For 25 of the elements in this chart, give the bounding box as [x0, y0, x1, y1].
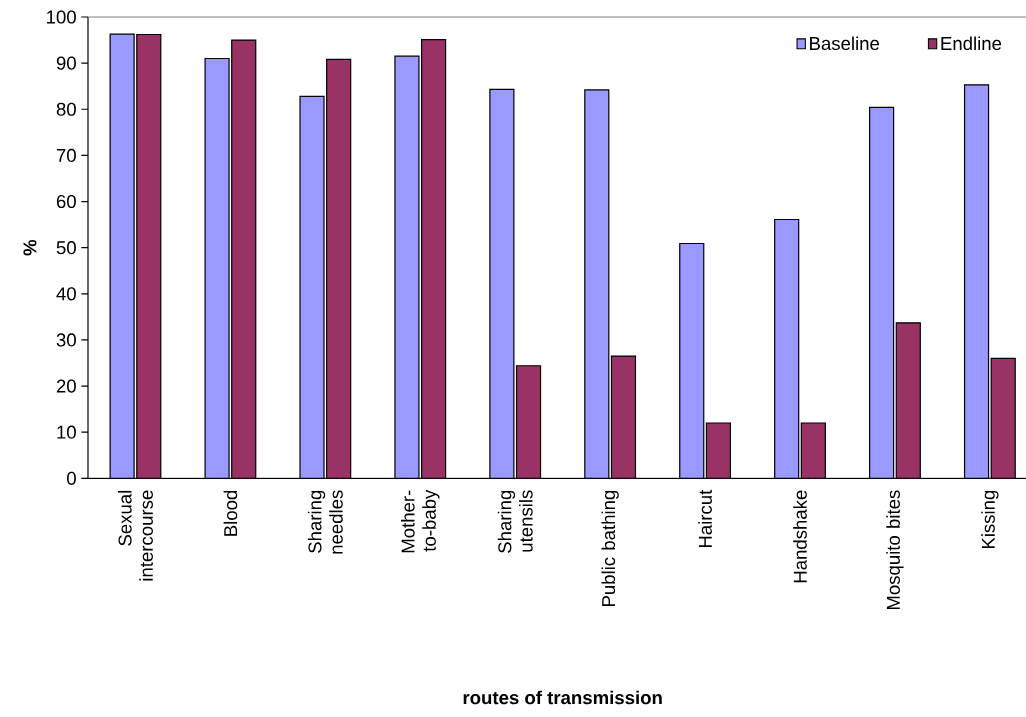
y-tick-label: 20	[56, 379, 76, 393]
x-tick-label: Sexual intercourse	[118, 490, 153, 581]
y-tick-label: 100	[47, 10, 76, 24]
y-tick-label: 50	[56, 241, 76, 255]
y-tick-label: 90	[56, 56, 76, 70]
y-tick-label: 80	[56, 102, 76, 116]
x-axis-title: routes of transmission	[463, 690, 662, 705]
y-tick-label: 10	[57, 425, 76, 439]
y-tick-label: 0	[67, 471, 76, 485]
y-tick-label: 70	[56, 148, 76, 162]
x-tick-label: Mother-to-baby	[400, 489, 440, 553]
x-tick-label: Mosquito bites	[886, 490, 904, 610]
x-tick-label: Public bathing	[601, 490, 619, 607]
y-tick-label: 40	[56, 287, 76, 301]
legend-label: Endline	[941, 36, 1002, 51]
y-axis-title: %	[23, 239, 37, 256]
x-tick-label: Haircut	[698, 489, 712, 548]
legend-label: Baseline	[810, 36, 880, 51]
x-tick-label: Handshake	[793, 490, 807, 583]
x-tick-label: Kissing	[981, 490, 999, 549]
y-tick-label: 60	[56, 194, 76, 209]
x-tick-label: Blood	[223, 490, 238, 536]
x-tick-label: Sharing needles	[307, 490, 343, 554]
y-tick-label: 30	[56, 333, 76, 347]
x-tick-label: Sharing utensils	[497, 490, 533, 553]
